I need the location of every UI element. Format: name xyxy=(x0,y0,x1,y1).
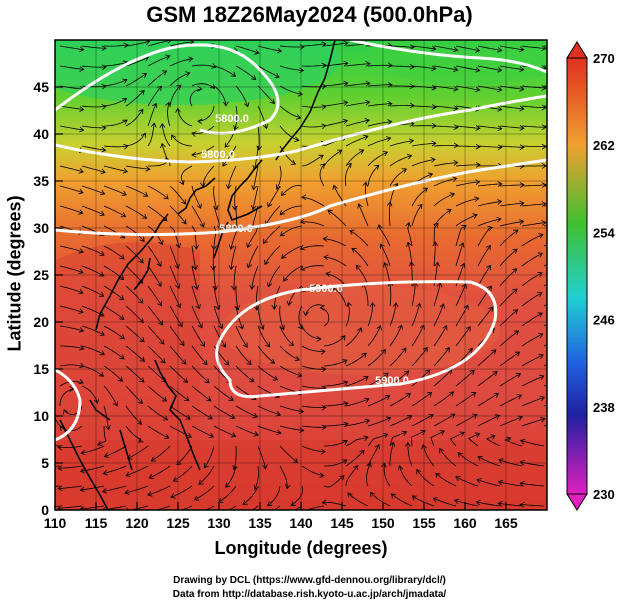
x-tick-label: 130 xyxy=(207,515,231,531)
contour-label: 5900.0 xyxy=(375,375,409,387)
x-tick-label: 125 xyxy=(166,515,190,531)
x-tick-label: 140 xyxy=(289,515,313,531)
y-tick-label: 45 xyxy=(33,79,49,95)
x-tick-label: 165 xyxy=(494,515,518,531)
y-tick-label: 35 xyxy=(33,173,49,189)
streamline-arrow xyxy=(192,512,197,517)
colorbar-label: 262 xyxy=(593,138,615,153)
y-tick-label: 0 xyxy=(41,502,49,518)
colorbar-label: 246 xyxy=(593,313,615,328)
y-tick-label: 10 xyxy=(33,408,49,424)
contour-label: 5800.0 xyxy=(201,149,235,161)
x-tick-label: 160 xyxy=(453,515,477,531)
y-tick-label: 5 xyxy=(41,455,49,471)
y-tick-label: 20 xyxy=(33,314,49,330)
contour-label: 5800.0 xyxy=(219,223,253,235)
temperature-field: 5800.0 5800.0 5800.0 5900.0 5900.0 xyxy=(20,15,570,519)
y-tick-label: 40 xyxy=(33,126,49,142)
x-tick-label: 145 xyxy=(330,515,354,531)
y-axis-label: Latitude (degrees) xyxy=(5,159,26,389)
contour-label: 5800.0 xyxy=(215,113,249,125)
y-tick-label: 15 xyxy=(33,361,49,377)
credit-drawing: Drawing by DCL (https://www.gfd-dennou.o… xyxy=(0,575,619,586)
streamline-arrow xyxy=(562,256,567,261)
streamline-arrow xyxy=(562,276,567,281)
streamline-arrow xyxy=(564,44,568,49)
streamline-arrow xyxy=(281,513,286,518)
x-tick-label: 155 xyxy=(412,515,436,531)
x-tick-label: 150 xyxy=(371,515,395,531)
y-tick-label: 25 xyxy=(33,267,49,283)
streamline-arrow xyxy=(563,398,568,403)
streamline-arrow xyxy=(36,485,40,490)
x-axis-label: Longitude (degrees) xyxy=(55,538,547,559)
streamline-arrow xyxy=(36,441,40,446)
colorbar-label: 270 xyxy=(593,51,615,66)
streamline-arrow xyxy=(36,505,40,510)
y-tick-label: 30 xyxy=(33,220,49,236)
colorbar-label: 230 xyxy=(593,487,615,502)
streamline-arrow xyxy=(562,357,567,362)
streamline-arrow xyxy=(36,464,40,469)
x-tick-label: 115 xyxy=(85,515,108,531)
contour-label: 5900.0 xyxy=(309,283,343,295)
colorbar: 270 262 254 246 238 230 xyxy=(567,42,615,510)
x-tick-label: 135 xyxy=(248,515,272,531)
streamline-arrow xyxy=(561,316,566,321)
streamline-arrow xyxy=(562,237,567,242)
streamline-arrow xyxy=(562,336,567,341)
streamline-arrow xyxy=(237,514,242,519)
x-tick-label: 120 xyxy=(125,515,149,531)
map-plot: 5800.05800.05800.05900.05900.0 110 115 120… xyxy=(0,0,619,605)
streamline-arrow xyxy=(561,295,566,300)
credit-data: Data from http://database.rish.kyoto-u.a… xyxy=(0,589,619,600)
colorbar-label: 254 xyxy=(593,225,615,240)
streamline-arrow xyxy=(562,377,567,382)
colorbar-label: 238 xyxy=(593,400,615,415)
